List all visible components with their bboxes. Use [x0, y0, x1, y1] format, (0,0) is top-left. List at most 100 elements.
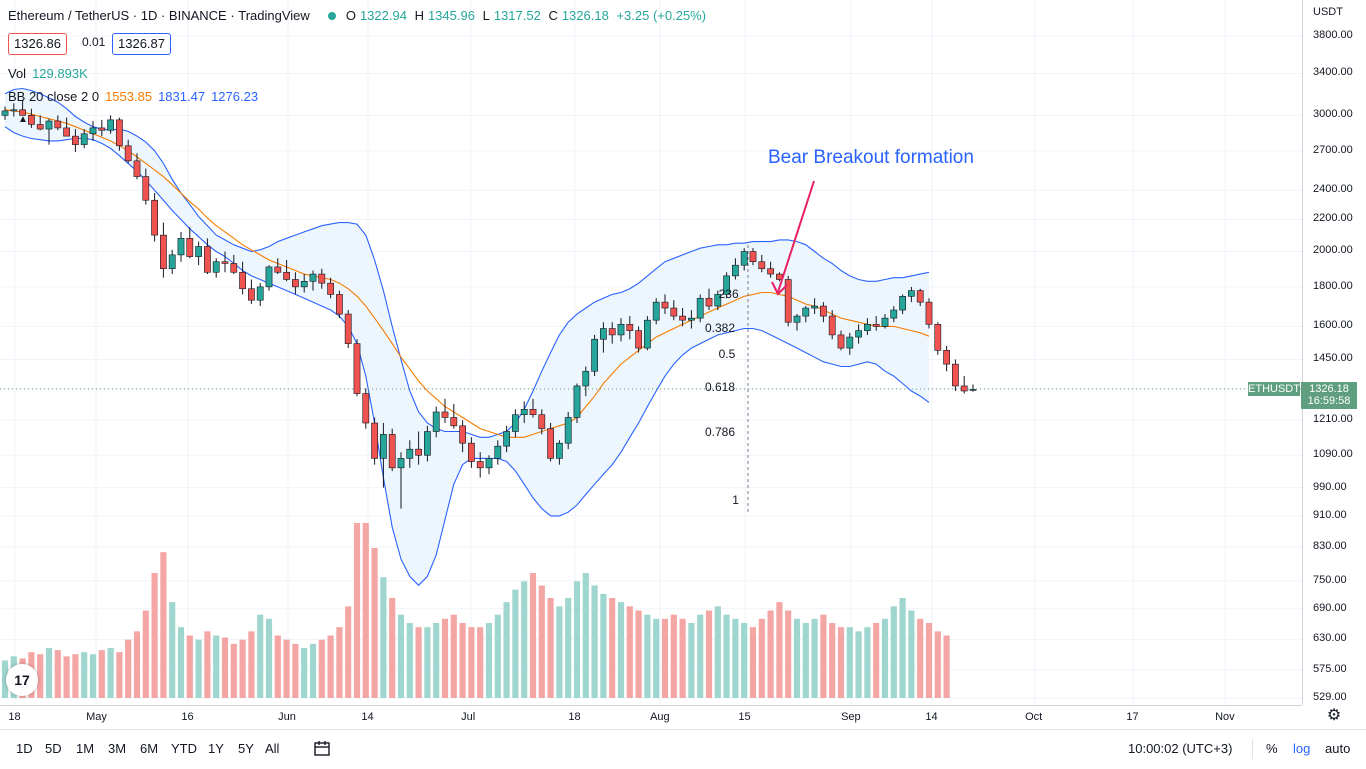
- candle-body: [397, 458, 405, 469]
- time-tick-label: Nov: [1215, 711, 1235, 723]
- candle-body: [520, 408, 528, 416]
- volume-bar: [653, 618, 660, 698]
- price-axis[interactable]: USDT 3800.00 3400.00 3000.00 2700.00 2400.00…: [1302, 0, 1366, 705]
- candle: [784, 275, 792, 327]
- spread-value: 0.01: [82, 35, 106, 49]
- time-tick-label: Aug: [650, 711, 670, 723]
- timeframe-button-5d[interactable]: 5D: [45, 741, 62, 756]
- candle-body: [916, 290, 924, 303]
- volume-bar: [521, 581, 528, 698]
- candle: [881, 314, 889, 329]
- volume-bar: [697, 614, 704, 698]
- candle: [820, 302, 827, 323]
- time-tick-label: 15: [738, 711, 751, 723]
- volume-bar: [380, 577, 387, 698]
- tradingview-logo-icon[interactable]: 17: [6, 664, 38, 696]
- volume-bar: [565, 598, 572, 698]
- timeframe-button-1d[interactable]: 1D: [16, 741, 33, 756]
- date-range-icon[interactable]: [312, 739, 332, 759]
- volume-bar: [424, 627, 431, 698]
- last-price-tag: 1326.18 16:59:58: [1301, 382, 1357, 409]
- timeframe-button-1y[interactable]: 1Y: [208, 741, 224, 756]
- volume-bar: [670, 614, 677, 698]
- bb-upper-line: [4, 87, 930, 438]
- timeframe-button-1m[interactable]: 1M: [76, 741, 95, 756]
- volume-bar: [450, 614, 457, 698]
- timeframe-button-ytd[interactable]: YTD: [171, 741, 197, 756]
- candle: [899, 294, 906, 315]
- volume-bar: [600, 593, 607, 698]
- candle: [28, 108, 35, 128]
- volume-bar: [943, 635, 950, 698]
- candle-body: [855, 330, 862, 338]
- volume-bar: [362, 523, 369, 698]
- candle: [635, 326, 642, 353]
- annotation-text[interactable]: Bear Breakout formation: [768, 147, 974, 168]
- buy-price-button[interactable]: 1326.87: [112, 33, 171, 55]
- candle: [520, 401, 528, 423]
- settings-gear-icon[interactable]: ⚙: [1326, 707, 1342, 724]
- timeframe-button-all[interactable]: All: [265, 741, 280, 756]
- symbol-name[interactable]: Ethereum / TetherUS: [8, 8, 130, 23]
- volume-bar: [494, 614, 501, 698]
- volume-bar: [582, 573, 589, 698]
- candle: [336, 290, 343, 319]
- log-scale-toggle[interactable]: log: [1293, 741, 1311, 756]
- volume-legend[interactable]: Vol 129.893K: [8, 66, 88, 81]
- candle-body: [212, 261, 220, 273]
- interval-label[interactable]: 1D: [140, 8, 158, 23]
- candle: [908, 286, 915, 303]
- candle: [573, 383, 581, 423]
- candle: [749, 248, 757, 266]
- candle: [969, 384, 977, 392]
- candle-body: [450, 417, 458, 427]
- candle-body: [10, 109, 18, 112]
- candle: [19, 100, 26, 116]
- candle-body: [459, 425, 466, 444]
- time-axis[interactable]: 18 May 16 Jun 14 Jul 18 Aug 15 Sep 14 Oct 17 Nov: [0, 705, 1302, 730]
- volume-bar: [239, 639, 246, 698]
- volume-bar: [793, 618, 801, 698]
- auto-scale-toggle[interactable]: auto: [1325, 741, 1351, 756]
- candle: [116, 117, 123, 151]
- price-tick-label: 3000.00: [1313, 108, 1353, 121]
- candle-body: [943, 350, 950, 365]
- volume-bar: [195, 639, 202, 698]
- candle: [80, 129, 88, 149]
- candle: [688, 310, 695, 329]
- percent-scale-toggle[interactable]: %: [1266, 741, 1278, 756]
- candle: [952, 359, 959, 392]
- candle-body: [837, 334, 845, 349]
- volume-bar: [151, 573, 158, 698]
- candle-body: [406, 448, 414, 459]
- candle-body: [582, 370, 590, 387]
- volume-bar: [538, 585, 545, 698]
- timeframe-button-5y[interactable]: 5Y: [238, 741, 254, 756]
- candle-body: [415, 448, 422, 456]
- bb-legend[interactable]: BB 20 close 2 0 1553.85 1831.47 1276.23: [8, 89, 258, 104]
- candle: [846, 332, 854, 355]
- volume-bar: [213, 635, 220, 698]
- volume-bar: [257, 614, 264, 698]
- clock-timezone[interactable]: 10:00:02 (UTC+3): [1128, 741, 1233, 756]
- price-chart-canvas[interactable]: [0, 0, 1302, 705]
- volume-bar: [63, 656, 70, 698]
- currency-label[interactable]: USDT: [1313, 6, 1343, 18]
- timeframe-button-3m[interactable]: 3M: [108, 741, 127, 756]
- candle-body: [820, 305, 827, 317]
- candle: [512, 409, 519, 438]
- collapse-legend-icon[interactable]: ▲: [18, 114, 28, 125]
- timeframe-button-6m[interactable]: 6M: [140, 741, 159, 756]
- candle-body: [644, 319, 651, 349]
- candle-body: [485, 458, 493, 469]
- toolbar-divider: [1252, 739, 1253, 759]
- bb-middle-line: [4, 109, 930, 438]
- candle-body: [758, 261, 766, 270]
- candle: [72, 129, 79, 152]
- candle: [793, 314, 801, 331]
- sell-price-button[interactable]: 1326.86: [8, 33, 67, 55]
- time-tick-label: 16: [181, 711, 194, 723]
- volume-bar: [274, 635, 281, 698]
- platform-label: TradingView: [238, 8, 310, 23]
- candle: [767, 261, 774, 278]
